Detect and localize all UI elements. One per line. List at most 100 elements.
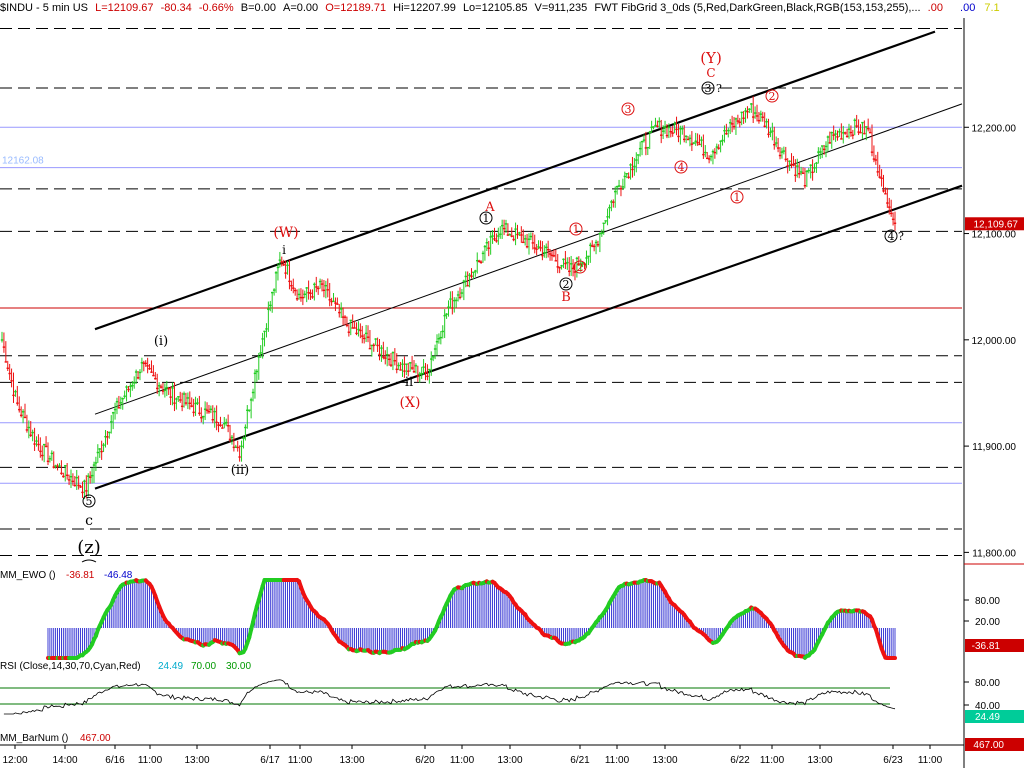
wave-label-2: 2 — [563, 278, 570, 291]
price-tag-box — [965, 217, 1024, 231]
rsi-level-low: 30.00 — [226, 661, 251, 672]
channel-mid-line — [94, 103, 963, 415]
last-value: L=12109.67 — [95, 2, 154, 14]
channel-line — [94, 30, 936, 331]
wave-label-3-q: ? — [716, 82, 722, 95]
wave-label-2-red-b-ring — [765, 89, 779, 103]
study-tail-1: .00 — [927, 2, 943, 14]
price-tick-label: 11,900.00 — [972, 442, 1016, 453]
rsi-value: 24.49 — [158, 661, 183, 672]
wave-label-Y: (Y) — [700, 49, 722, 67]
wave-label-2-red-b: 2 — [769, 90, 776, 103]
wave-label-4-red-ring — [674, 160, 688, 174]
volume-value: V=911,235 — [534, 2, 588, 14]
x-tick-label: 11:00 — [288, 755, 313, 766]
header-bar: $INDU - 5 min US L=12109.67 -80.34 -0.66… — [0, 0, 1024, 16]
x-tick-label: 11:00 — [605, 755, 630, 766]
x-tick-label: 11:00 — [450, 755, 475, 766]
bid-value: B=0.00 — [240, 2, 276, 14]
wave-label-2-ring — [559, 277, 573, 291]
wave-label-4-red: 4 — [678, 161, 685, 174]
ask-value: A=0.00 — [283, 2, 319, 14]
x-tick-label: 12:00 — [2, 755, 27, 766]
rsi-tag-box — [965, 710, 1024, 723]
wave-label-5: 5 — [86, 495, 93, 508]
channel-line — [94, 184, 963, 490]
rsi-line — [3, 679, 896, 715]
wave-label-2-red-ring — [573, 260, 587, 274]
ewo-value-1: -36.81 — [66, 570, 95, 581]
x-tick-label: 6/17 — [260, 755, 280, 766]
wave-label-z-bar — [81, 559, 97, 563]
wave-label-B: B — [561, 290, 571, 305]
x-tick-label: 13:00 — [184, 755, 209, 766]
wave-label-ii-paren: (ii) — [231, 463, 249, 478]
open-value: O=12189.71 — [325, 2, 387, 14]
x-tick-label: 13:00 — [652, 755, 677, 766]
high-value: Hi=12207.99 — [393, 2, 456, 14]
ewo-tag-box — [965, 639, 1024, 652]
price-tick-label: 12,200.00 — [972, 123, 1017, 134]
wave-label-z: (z) — [77, 537, 101, 558]
wave-label-4-ring — [884, 229, 898, 243]
wave-label-3-red: 3 — [625, 103, 632, 116]
rsi-tag-label: 24.49 — [975, 712, 1000, 723]
ewo-value-2: -46.48 — [104, 570, 133, 581]
rsi-tick-label: 40.00 — [975, 701, 1000, 712]
wave-label-A: A — [484, 200, 495, 215]
price-tag-label: 12,109.67 — [974, 219, 1019, 230]
wave-label-X: (X) — [400, 395, 421, 411]
level-label: 12162.08 — [2, 156, 44, 167]
x-tick-label: 11:00 — [138, 755, 163, 766]
wave-label-3-red-ring — [621, 102, 635, 116]
rsi-tick-label: 80.00 — [975, 678, 1000, 689]
x-tick-label: 6/22 — [730, 755, 750, 766]
price-tick-label: 12,000.00 — [972, 336, 1017, 347]
wave-label-1-red: 1 — [573, 223, 580, 236]
rsi-title: RSI (Close,14,30,70,Cyan,Red) — [0, 661, 141, 672]
x-tick-label: 13:00 — [807, 755, 832, 766]
wave-label-2-red: 2 — [577, 261, 584, 274]
barnum-tag-box — [965, 738, 1024, 751]
wave-label-W: (W) — [273, 225, 298, 241]
x-tick-label: 11:00 — [760, 755, 785, 766]
barnum-tag-label: 467.00 — [973, 740, 1004, 751]
barnum-title: MM_BarNum () — [0, 733, 68, 744]
change-pct-value: -0.66% — [198, 2, 234, 14]
x-tick-label: 13:00 — [339, 755, 364, 766]
ewo-tick-label: 80.00 — [975, 596, 1000, 607]
rsi-level-high: 70.00 — [191, 661, 216, 672]
wave-label-1-ring — [479, 211, 493, 225]
wave-label-4: 4 — [888, 230, 895, 243]
x-tick-label: 14:00 — [52, 755, 77, 766]
barnum-value: 467.00 — [80, 733, 111, 744]
low-value: Lo=12105.85 — [462, 2, 528, 14]
change-value: -80.34 — [160, 2, 192, 14]
price-tick-label: 12,100.00 — [972, 230, 1017, 241]
wave-label-3-ring — [701, 81, 715, 95]
wave-label-C: C — [706, 66, 715, 80]
ewo-title: MM_EWO () — [0, 570, 56, 581]
study-tail-2: .00 — [960, 2, 976, 14]
wave-label-i: i — [282, 243, 286, 257]
x-tick-label: 6/16 — [105, 755, 125, 766]
wave-label-4-q: ? — [898, 230, 904, 243]
wave-label-i-paren: (i) — [154, 334, 168, 349]
wave-label-1-red-b: 1 — [734, 191, 741, 204]
study-tail-3: 7.1 — [984, 2, 1000, 14]
symbol-label: $INDU - 5 min US — [0, 2, 89, 14]
x-tick-label: 6/21 — [570, 755, 590, 766]
x-tick-label: 11:00 — [918, 755, 943, 766]
wave-label-1: 1 — [483, 212, 490, 225]
wave-label-c: c — [85, 513, 93, 529]
ewo-tag-label: -36.81 — [972, 641, 1001, 652]
ewo-tick-label: 20.00 — [975, 617, 1000, 628]
wave-label-1-red-b-ring — [730, 190, 744, 204]
study-label: FWT FibGrid 3_0ds (5,Red,DarkGreen,Black… — [594, 2, 921, 14]
x-tick-label: 6/20 — [415, 755, 435, 766]
wave-label-ii: ii — [405, 375, 413, 390]
wave-label-5-ring — [82, 494, 96, 508]
wave-label-3: 3 — [705, 82, 712, 95]
x-tick-label: 6/23 — [883, 755, 903, 766]
